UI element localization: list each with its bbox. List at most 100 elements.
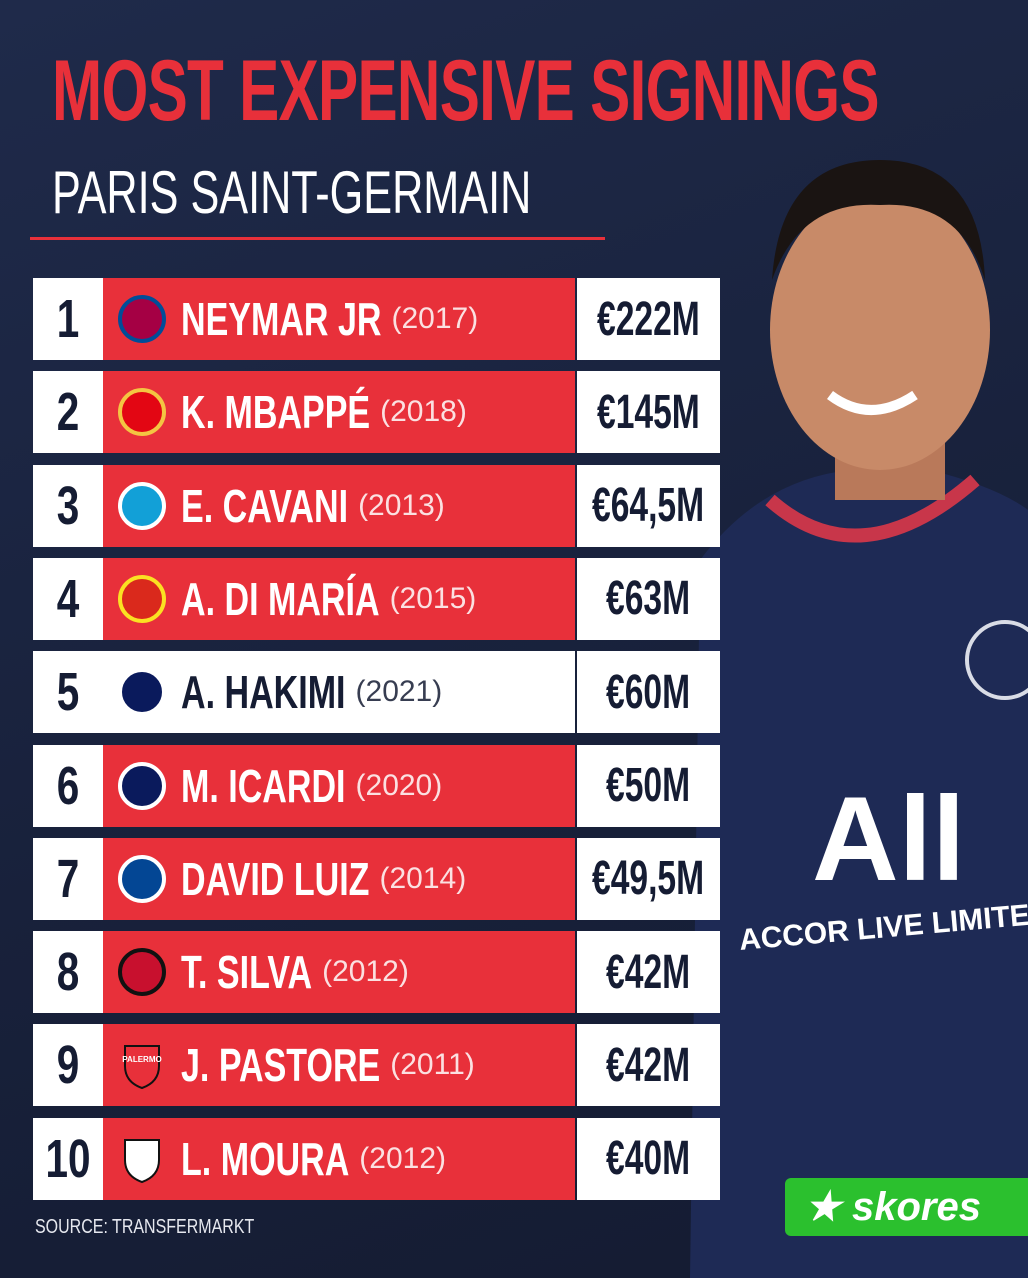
logo-shape	[118, 574, 166, 623]
fee: €60M	[606, 665, 691, 719]
club-logo	[118, 854, 166, 903]
logo-shape	[118, 388, 166, 437]
fee: €40M	[606, 1132, 691, 1186]
logo-shape	[118, 948, 166, 997]
rank-cell: 8	[33, 931, 103, 1014]
signing-year: (2014)	[379, 861, 467, 895]
player-name-text: J. PASTORE	[181, 1039, 381, 1092]
club-logo	[118, 668, 166, 717]
logo-shape	[118, 761, 166, 810]
club-logo	[118, 295, 166, 343]
subtitle-text: PARIS SAINT-GERMAIN	[52, 159, 532, 226]
player-name-text: NEYMAR JR	[181, 293, 382, 345]
name-band: SPFC L. MOURA (2012)	[103, 1117, 575, 1200]
rank-cell: 3	[33, 464, 103, 547]
player-name: DAVID LUIZ	[181, 852, 379, 906]
player-name-text: K. MBAPPÉ	[181, 386, 371, 439]
name-band: DAVID LUIZ (2014)	[103, 837, 575, 920]
rank: 8	[56, 942, 80, 1003]
fee-cell: €49,5M	[577, 837, 720, 920]
logo-shape	[124, 1138, 160, 1183]
logo-shape	[118, 295, 166, 343]
player-name: K. MBAPPÉ	[181, 385, 380, 439]
fee: €64,5M	[592, 479, 705, 533]
player-name: L. MOURA	[181, 1132, 359, 1186]
signing-year: (2020)	[355, 768, 443, 802]
signing-year: (2015)	[389, 581, 477, 615]
source-text: SOURCE: TRANSFERMARKT	[35, 1216, 255, 1238]
player-name: J. PASTORE	[181, 1038, 390, 1092]
rank: 3	[56, 475, 80, 536]
fee-cell: €42M	[577, 1024, 720, 1107]
signing-year: (2011)	[390, 1048, 475, 1082]
logo-shape	[118, 854, 166, 903]
signing-year: (2017)	[391, 302, 479, 335]
fee: €63M	[606, 572, 691, 626]
name-band: E. CAVANI (2013)	[103, 464, 575, 547]
rank: 9	[56, 1035, 80, 1096]
rank-cell: 10	[33, 1117, 103, 1200]
title-text: MOST EXPENSIVE SIGNINGS	[52, 43, 880, 139]
name-band: NEYMAR JR (2017)	[103, 278, 575, 360]
club-logo	[118, 388, 166, 437]
player-name: NEYMAR JR	[181, 292, 391, 346]
fee: €49,5M	[592, 852, 705, 906]
title-rule	[30, 237, 605, 240]
rank: 1	[56, 289, 80, 349]
name-band: K. MBAPPÉ (2018)	[103, 371, 575, 454]
club-logo	[118, 481, 166, 530]
player-name-text: DAVID LUIZ	[181, 852, 370, 905]
logo-text: SPFC	[129, 1148, 156, 1159]
rank: 7	[56, 848, 80, 909]
signing-year: (2012)	[322, 955, 409, 989]
source: SOURCE: TRANSFERMARKT	[35, 1216, 309, 1239]
fee: €42M	[606, 1038, 691, 1092]
name-band: T. SILVA (2012)	[103, 931, 575, 1014]
fee-cell: €40M	[577, 1117, 720, 1200]
rank-cell: 6	[33, 744, 103, 827]
fee-cell: €222M	[577, 278, 720, 360]
name-band: A. HAKIMI (2021)	[103, 651, 575, 734]
rank-cell: 1	[33, 278, 103, 360]
player-name-text: E. CAVANI	[181, 479, 349, 532]
name-band: M. ICARDI (2020)	[103, 744, 575, 827]
logo-shape	[118, 668, 166, 717]
signing-year: (2013)	[358, 488, 445, 522]
logo-shape	[124, 1045, 160, 1090]
brand-badge: ★ skores	[785, 1178, 1028, 1236]
fee-cell: €63M	[577, 557, 720, 640]
fee-cell: €64,5M	[577, 464, 720, 547]
signing-year: (2018)	[380, 395, 467, 429]
player-name: A. DI MARÍA	[181, 572, 390, 626]
rank-cell: 5	[33, 651, 103, 734]
club-logo	[118, 574, 166, 623]
logo-shape	[118, 481, 166, 530]
club-logo	[118, 761, 166, 810]
rank: 10	[45, 1128, 91, 1189]
subtitle: PARIS SAINT-GERMAIN	[52, 158, 718, 227]
player-name-text: M. ICARDI	[181, 759, 346, 812]
brand-text: ★ skores	[805, 1185, 981, 1229]
name-band: PALERMO J. PASTORE (2011)	[103, 1024, 575, 1107]
player-name-text: A. DI MARÍA	[181, 572, 380, 625]
player-name: E. CAVANI	[181, 479, 358, 533]
fee-cell: €50M	[577, 744, 720, 827]
fee-cell: €145M	[577, 371, 720, 454]
rank-cell: 2	[33, 371, 103, 454]
player-name: T. SILVA	[181, 945, 322, 999]
club-logo: PALERMO	[122, 1045, 162, 1090]
rank-cell: 4	[33, 557, 103, 640]
player-name-text: L. MOURA	[181, 1132, 350, 1185]
fee: €222M	[597, 292, 700, 346]
rank: 2	[56, 382, 80, 443]
jersey-logo: All	[812, 772, 965, 906]
fee: €42M	[606, 945, 691, 999]
rank: 4	[56, 568, 80, 629]
player-name: A. HAKIMI	[181, 665, 356, 719]
signing-year: (2021)	[355, 675, 443, 709]
title: MOST EXPENSIVE SIGNINGS	[52, 42, 1028, 141]
player-name: M. ICARDI	[181, 759, 356, 813]
rank-cell: 9	[33, 1024, 103, 1107]
